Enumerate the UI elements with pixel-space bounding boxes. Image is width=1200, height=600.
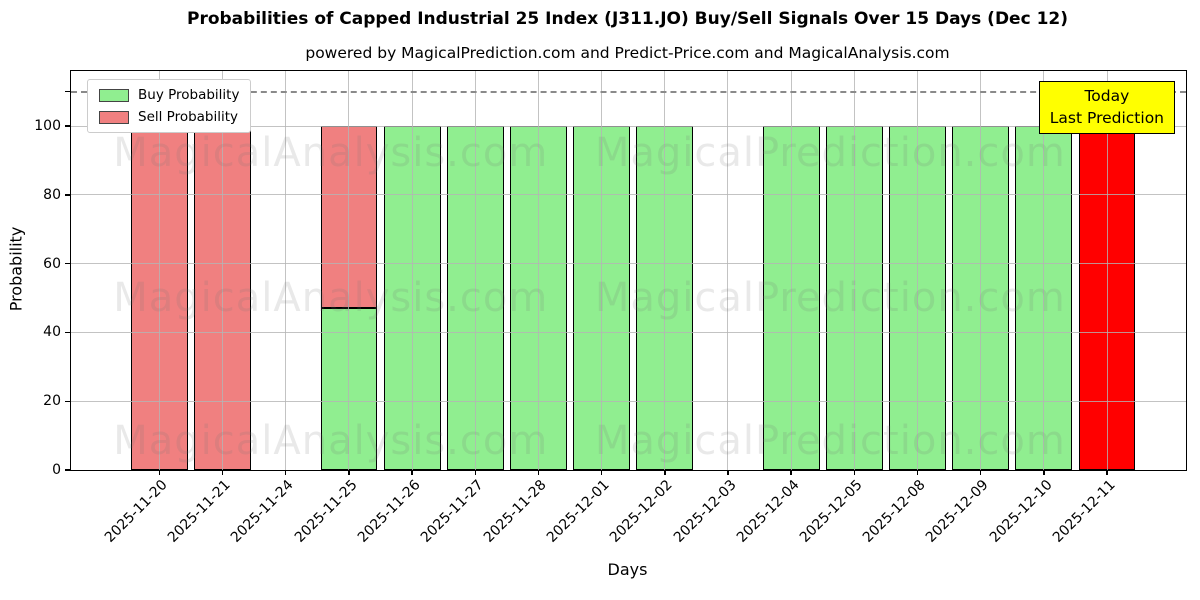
x-tick [727,470,729,475]
y-tick-label: 80 [43,186,61,203]
x-tick [916,470,919,475]
y-tick-label: 20 [43,393,61,410]
watermark-text: MagicalPrediction.com [594,130,1066,177]
watermark-text: MagicalAnalysis.com [113,275,549,322]
x-tick [158,470,161,475]
y-tick-label: 40 [43,324,61,341]
x-tick-label: 2025-11-27 [417,477,487,546]
x-tick-label: 2025-12-05 [796,477,866,546]
x-tick-label: 2025-12-09 [923,477,993,546]
x-tick [664,470,666,475]
legend-item-buy: Buy Probability [99,87,239,103]
plot-area: Buy Probability Sell Probability Today L… [34,70,1187,546]
y-axis-label: Probability [6,226,26,312]
y-tick [65,90,71,93]
gridline-v [222,71,224,470]
x-tick [285,470,287,475]
gridline-v [474,71,476,470]
x-tick [348,470,350,475]
gridline-h [71,331,1186,333]
chart-subtitle: powered by MagicalPrediction.com and Pre… [305,44,950,62]
x-tick-label: 2025-11-28 [480,477,550,546]
watermark-text: MagicalPrediction.com [594,417,1066,464]
sell-swatch-icon [99,110,129,124]
x-tick-label: 2025-12-01 [544,477,613,546]
watermark-text: MagicalAnalysis.com [113,417,549,464]
gridline-v [853,71,855,470]
x-tick-label: 2025-11-24 [228,477,298,546]
legend-label-buy: Buy Probability [138,87,240,103]
x-tick [1043,470,1045,475]
x-tick-label: 2025-12-08 [859,477,929,546]
gridline-v [1043,71,1045,470]
today-annotation-line2: Last Prediction [1049,109,1164,128]
y-tick-label: 0 [52,462,61,478]
legend-label-sell: Sell Probability [138,109,239,125]
gridline-v [980,71,982,470]
watermark-text: MagicalAnalysis.com [113,130,549,177]
x-tick [790,470,792,475]
y-tick [65,400,71,402]
watermark-text: MagicalPrediction.com [594,275,1066,322]
gridline-v [664,71,666,470]
gridline-v [601,71,603,470]
y-tick [65,469,71,471]
gridline-v [285,71,287,470]
gridline-v [348,71,350,470]
y-tick [65,331,71,334]
x-tick-label: 2025-12-02 [607,477,677,546]
x-tick [221,470,224,475]
x-tick-label: 2025-11-21 [165,477,234,546]
gridline-v [727,71,729,470]
gridline-v [917,71,918,470]
y-tick-label: 100 [34,118,61,135]
threshold-line [71,90,1186,93]
x-tick-label: 2025-12-11 [1049,477,1119,546]
gridline-v [411,71,413,470]
buy-swatch-icon [99,88,129,102]
x-tick [411,470,413,475]
x-tick-label: 2025-11-25 [291,477,361,546]
y-tick [65,262,71,265]
x-tick-label: 2025-11-20 [101,477,171,546]
gridline-h [71,125,1186,127]
chart-title: Probabilities of Capped Industrial 25 In… [186,9,1069,29]
gridline-h [71,194,1186,196]
x-tick [474,470,476,475]
today-annotation-line1: Today [1084,87,1130,105]
gridline-v [1106,71,1108,470]
x-tick-label: 2025-12-10 [986,477,1056,546]
legend-item-sell: Sell Probability [99,109,239,125]
gridline-v [158,71,160,470]
x-tick [600,470,603,475]
y-tick [65,194,71,196]
x-axis-label: Days [607,560,648,579]
today-annotation: Today Last Prediction [1038,81,1175,134]
gridline-v [790,71,792,470]
gridline-v [537,71,539,470]
x-tick-label: 2025-11-26 [354,477,424,546]
x-tick [853,470,856,475]
y-tick [65,125,71,127]
legend: Buy Probability Sell Probability [87,79,252,133]
x-tick-label: 2025-12-04 [733,477,803,546]
x-tick [537,470,540,475]
x-tick [1106,470,1108,475]
x-tick-label: 2025-12-03 [670,477,740,546]
gridline-h [71,263,1186,265]
y-tick-label: 60 [43,255,61,272]
gridline-h [71,400,1186,402]
x-tick [979,470,982,475]
